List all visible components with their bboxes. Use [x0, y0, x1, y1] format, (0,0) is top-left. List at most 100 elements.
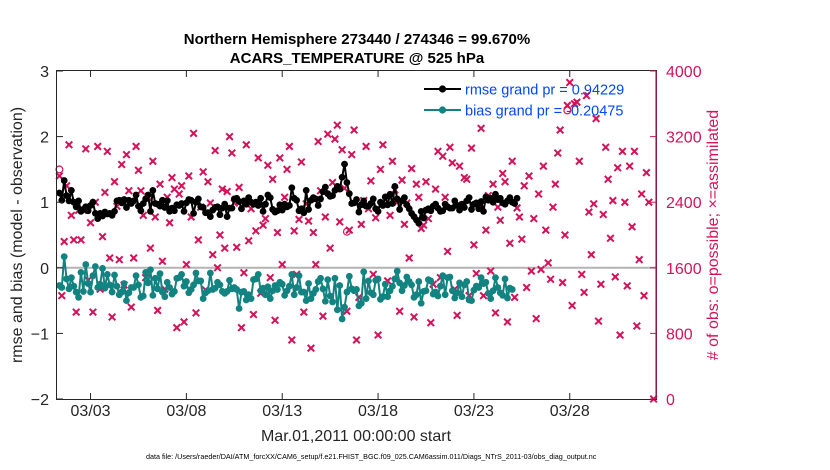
rmse-point — [341, 160, 348, 168]
obs-count-marker — [100, 188, 109, 197]
rmse-point — [302, 186, 310, 194]
y-left-tick-label: 1 — [40, 195, 49, 212]
y-left-tick-label: −2 — [31, 392, 49, 409]
obs-count-marker — [357, 220, 366, 229]
obs-count-marker — [386, 211, 395, 220]
bias-point — [494, 284, 502, 291]
obs-count-marker — [486, 267, 495, 276]
rmse-point — [329, 192, 336, 200]
rmse-point — [60, 177, 68, 184]
obs-count-marker — [350, 126, 359, 135]
obs-count-marker — [568, 301, 577, 310]
bias-point — [72, 288, 80, 296]
rmse-point — [312, 195, 320, 203]
bias-point — [321, 297, 329, 305]
bias-point — [77, 268, 85, 276]
rmse-point — [513, 194, 521, 202]
obs-count-marker — [290, 226, 299, 235]
rmse-point — [492, 190, 499, 198]
bias-point — [290, 291, 298, 299]
bias-point — [415, 278, 423, 285]
rmse-point — [360, 197, 368, 205]
bias-point — [463, 278, 471, 285]
obs-count-marker — [616, 331, 625, 340]
rmse-point — [194, 195, 202, 203]
obs-count-marker — [335, 217, 344, 226]
obs-count-marker — [453, 311, 462, 320]
obs-count-marker — [168, 173, 177, 182]
obs-count-marker — [283, 165, 292, 174]
bias-point — [374, 275, 382, 283]
bias-point — [156, 270, 164, 278]
bias-point — [166, 284, 174, 291]
obs-count-marker — [546, 275, 555, 284]
chart-title: Northern Hemisphere 273440 / 274346 = 99… — [184, 31, 530, 48]
obs-count-marker — [515, 212, 524, 221]
rmse-point — [439, 207, 447, 215]
obs-count-marker — [599, 210, 608, 219]
obs-count-marker — [69, 235, 78, 244]
bias-point — [329, 298, 336, 306]
obs-count-marker — [536, 265, 545, 274]
y-axis-label-left: rmse and bias (model - observation) — [9, 107, 26, 363]
bias-point — [307, 295, 315, 303]
bias-point — [341, 303, 348, 311]
obs-count-marker — [376, 165, 385, 174]
rmse-point — [89, 198, 97, 206]
obs-possible-marker — [55, 165, 64, 174]
obs-count-marker — [371, 213, 380, 222]
bias-point — [408, 281, 416, 289]
obs-count-marker — [211, 146, 220, 155]
obs-count-marker — [194, 235, 203, 244]
bias-point — [319, 285, 327, 293]
obs-possible-marker — [342, 227, 351, 236]
bias-point — [295, 272, 303, 280]
obs-count-marker — [86, 218, 95, 227]
bias-point — [333, 306, 341, 314]
bias-point — [475, 284, 483, 291]
bias-point — [67, 274, 75, 282]
bias-point — [60, 253, 68, 261]
rmse-point — [84, 207, 92, 215]
bias-point — [147, 266, 154, 274]
bias-point — [501, 275, 509, 283]
bias-point — [84, 280, 92, 287]
bias-point — [312, 286, 320, 293]
obs-count-marker — [467, 144, 476, 153]
bias-point — [417, 299, 425, 307]
obs-count-marker — [421, 177, 430, 186]
rmse-point — [254, 202, 262, 209]
rmse-point — [374, 207, 382, 215]
bias-point — [331, 274, 339, 282]
rmse-point — [391, 183, 399, 190]
rmse-point — [293, 196, 300, 204]
plot-area — [56, 70, 657, 400]
bias-point — [87, 288, 94, 296]
bias-point — [436, 282, 444, 290]
obs-count-marker — [520, 181, 529, 190]
obs-count-marker — [266, 273, 275, 282]
bias-point — [123, 297, 130, 304]
bias-point — [379, 293, 387, 301]
x-tick-label: 03/18 — [358, 403, 398, 420]
obs-count-marker — [225, 132, 234, 141]
bias-point — [345, 272, 353, 280]
bias-point — [197, 277, 205, 285]
rmse-point — [300, 209, 308, 217]
rmse-point — [123, 204, 130, 211]
obs-count-marker — [455, 162, 464, 171]
obs-count-marker — [596, 280, 605, 289]
legend: rmse grand pr = 0.94229 bias grand pr = … — [424, 83, 624, 120]
obs-count-marker — [237, 323, 246, 332]
obs-count-marker — [522, 283, 531, 292]
obs-count-marker — [637, 189, 646, 199]
obs-count-marker — [589, 199, 598, 208]
bias-point — [103, 270, 111, 278]
y-axis-left: −2 −1 0 1 2 3 — [31, 64, 63, 409]
bias-point — [362, 295, 370, 303]
obs-count-marker — [134, 166, 143, 175]
rmse-point — [206, 213, 214, 221]
rmse-point — [286, 202, 293, 209]
rmse-point — [257, 194, 265, 202]
bias-point — [58, 284, 66, 291]
